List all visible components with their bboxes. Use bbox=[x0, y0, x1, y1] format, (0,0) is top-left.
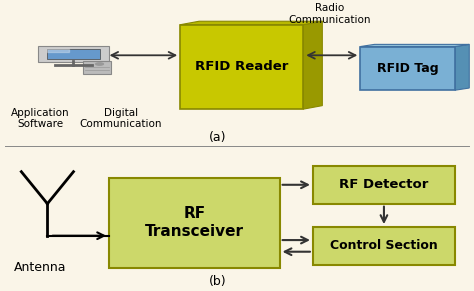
FancyBboxPatch shape bbox=[109, 178, 280, 268]
Text: Digital
Communication: Digital Communication bbox=[80, 108, 162, 129]
FancyBboxPatch shape bbox=[38, 46, 109, 62]
Text: RFID Tag: RFID Tag bbox=[377, 62, 438, 75]
Text: Antenna: Antenna bbox=[14, 260, 66, 274]
Text: (a): (a) bbox=[210, 131, 227, 144]
FancyBboxPatch shape bbox=[47, 49, 100, 59]
Text: RFID Reader: RFID Reader bbox=[195, 61, 288, 73]
Polygon shape bbox=[360, 44, 469, 47]
FancyBboxPatch shape bbox=[313, 227, 455, 265]
Circle shape bbox=[96, 63, 103, 65]
FancyBboxPatch shape bbox=[313, 166, 455, 204]
Text: Radio
Communication: Radio Communication bbox=[288, 3, 371, 24]
Text: Application
Software: Application Software bbox=[11, 108, 70, 129]
Text: Control Section: Control Section bbox=[330, 239, 438, 252]
Text: (b): (b) bbox=[209, 275, 227, 288]
Polygon shape bbox=[180, 21, 322, 25]
FancyBboxPatch shape bbox=[360, 47, 455, 90]
FancyBboxPatch shape bbox=[180, 25, 303, 109]
Text: RF Detector: RF Detector bbox=[339, 178, 428, 191]
Polygon shape bbox=[303, 21, 322, 109]
FancyBboxPatch shape bbox=[83, 61, 111, 74]
Polygon shape bbox=[455, 44, 469, 90]
Text: RF
Transceiver: RF Transceiver bbox=[145, 206, 244, 239]
